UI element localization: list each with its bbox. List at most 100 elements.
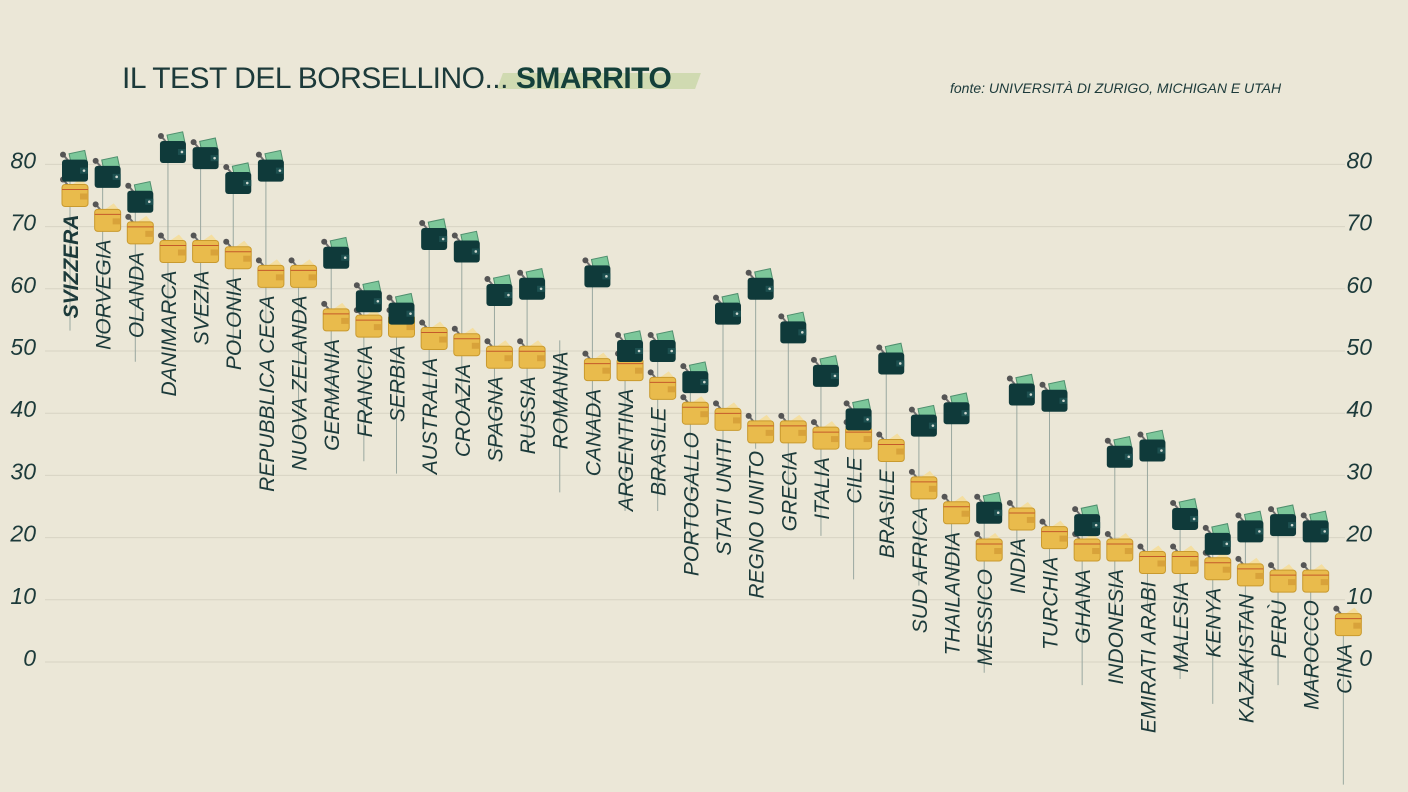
clasp-dot <box>451 325 458 332</box>
wallet-with-cash-icon <box>876 342 905 375</box>
clasp-dot <box>1235 555 1242 562</box>
wallet-button <box>964 411 967 415</box>
wallet-button <box>180 150 184 154</box>
clasp-dot <box>190 232 197 239</box>
clasp-dot <box>876 344 883 351</box>
yellow-wallet-icon <box>517 338 546 369</box>
wallet-body <box>1204 532 1231 555</box>
country-label: RUSSIA <box>517 376 540 454</box>
wallet-body <box>910 414 937 437</box>
wallet-with-cash-icon <box>1039 379 1068 412</box>
wallet-with-cash-icon <box>810 355 839 387</box>
clasp-dot <box>582 350 589 357</box>
wallet-with-cash-icon <box>321 236 350 269</box>
wallet-paper <box>985 533 1002 541</box>
wallet-with-cash-icon <box>843 398 872 431</box>
country-label: THAILANDIA <box>942 532 965 656</box>
yellow-wallet-icon <box>908 468 938 500</box>
wallet-body <box>780 321 807 344</box>
clasp-dot <box>1137 431 1144 438</box>
clasp-dot <box>1006 375 1013 382</box>
wallet-with-cash-icon <box>1202 523 1231 555</box>
clasp-dot <box>223 164 230 171</box>
clasp-dot <box>1104 531 1111 538</box>
yellow-wallet-icon <box>1104 531 1134 562</box>
wallet-flap <box>504 355 513 362</box>
wallet-with-cash-icon <box>484 274 513 307</box>
country-label: GERMANIA <box>321 339 344 451</box>
wallet-body <box>943 402 970 425</box>
wallet-with-cash-icon <box>941 392 970 425</box>
title-main: IL TEST DEL BORSELLINO... <box>122 62 508 95</box>
wallet-flap <box>765 429 774 436</box>
wallet-button <box>1062 399 1065 403</box>
yellow-wallet-icon <box>1333 605 1362 637</box>
wallet-button <box>898 362 902 365</box>
wallet-with-cash-icon <box>1104 435 1133 468</box>
clasp-dot <box>517 338 524 345</box>
country-label: NORVEGIA <box>93 239 116 349</box>
wallet-paper <box>789 414 806 422</box>
wallet-paper <box>724 402 740 410</box>
clasp-dot <box>713 400 719 407</box>
wallet-body <box>1302 520 1329 543</box>
wallet-body <box>62 159 88 182</box>
clasp-dot <box>157 132 164 139</box>
wallet-paper <box>103 203 120 211</box>
wallet-paper <box>756 414 773 422</box>
source-note: fonte: UNIVERSITÀ DI ZURIGO, MICHIGAN E … <box>950 80 1282 96</box>
country-label: REPUBBLICA CECA <box>256 295 279 491</box>
y-tick-label-left: 70 <box>10 210 36 236</box>
wallet-with-cash-icon <box>745 268 774 300</box>
y-tick-label-left: 50 <box>10 334 36 360</box>
yellow-wallet-icon <box>1300 562 1330 593</box>
clasp-dot <box>92 201 99 208</box>
country-label: INDIA <box>1007 538 1030 594</box>
country-label: TURCHIA <box>1040 557 1063 650</box>
y-tick-label-right: 60 <box>1346 272 1372 298</box>
wallet-body <box>323 246 350 269</box>
wallet-flap <box>145 230 154 237</box>
clasp-dot <box>810 356 817 363</box>
country-label: PERÙ <box>1268 599 1291 658</box>
wallet-body <box>976 501 1003 524</box>
clasp-dot <box>255 257 262 264</box>
wallet-body <box>617 340 644 362</box>
y-tick-label-left: 30 <box>10 458 36 484</box>
wallet-body <box>1237 520 1264 543</box>
wallet-with-cash-icon <box>353 280 382 313</box>
wallet-flap <box>1059 535 1068 542</box>
y-tick-label-left: 20 <box>9 521 36 547</box>
country-label: GHANA <box>1072 569 1095 644</box>
country-label: CANADA <box>582 389 605 477</box>
country-label: EMIRATI ARABI <box>1137 581 1160 733</box>
wallet-button <box>343 256 347 260</box>
wallet-paper <box>593 352 610 360</box>
wallet-paper <box>1181 545 1198 553</box>
clasp-dot <box>223 238 230 245</box>
wallet-body <box>388 302 415 325</box>
wallet-flap <box>1092 548 1101 555</box>
wallet-paper <box>887 433 904 441</box>
yellow-wallet-icon <box>810 419 840 450</box>
wallet-button <box>1225 542 1229 546</box>
wallet-body <box>159 140 186 163</box>
wallet-with-cash-icon <box>419 218 448 251</box>
wallet-flap <box>961 510 970 517</box>
wallet-paper <box>430 321 447 329</box>
clasp-dot <box>451 232 458 239</box>
wallet-with-cash-icon <box>1268 504 1297 537</box>
wallet-flap <box>1255 572 1264 579</box>
wallet-button <box>376 299 380 303</box>
country-label: SUD AFRICA <box>909 507 932 633</box>
wallet-body <box>878 352 905 375</box>
clasp-dot <box>288 257 295 264</box>
wallet-flap <box>863 436 872 443</box>
wallet-body <box>715 302 741 325</box>
clasp-dot <box>1039 518 1046 525</box>
wallet-flap <box>471 342 480 349</box>
country-label: CINA <box>1333 644 1356 694</box>
y-tick-label-right: 0 <box>1359 645 1372 671</box>
yellow-wallet-icon <box>745 412 775 444</box>
wallet-body <box>682 371 709 394</box>
